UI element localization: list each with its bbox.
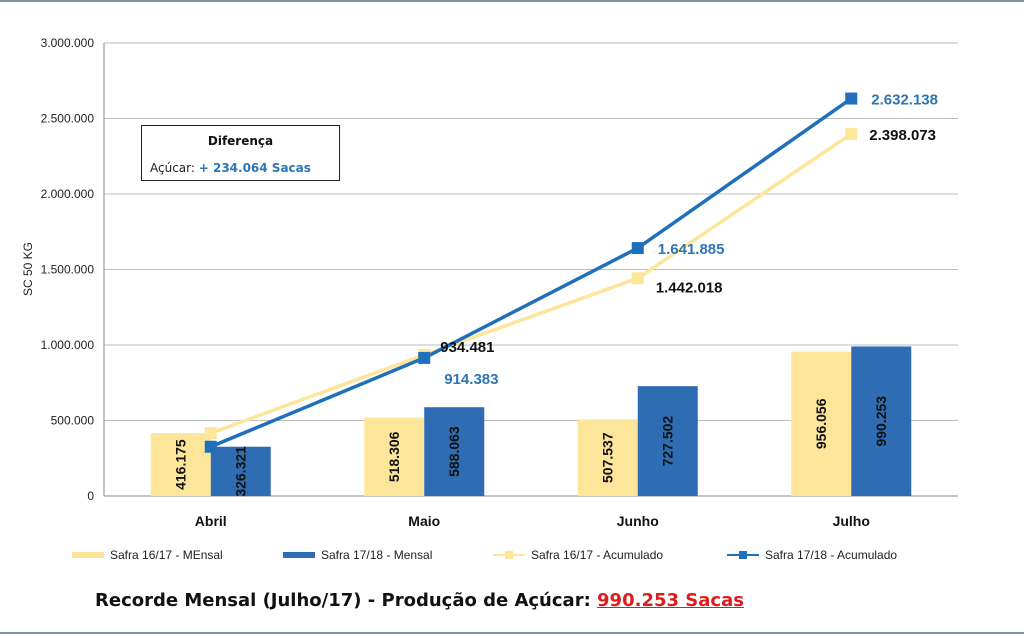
y-tick-label: 500.000 bbox=[51, 414, 95, 428]
legend-swatch bbox=[72, 552, 104, 558]
bar-data-label: 727.502 bbox=[660, 416, 676, 467]
y-tick-label: 1.000.000 bbox=[41, 338, 95, 352]
bar-data-label: 588.063 bbox=[446, 426, 462, 477]
legend-label: Safra 17/18 - Acumulado bbox=[765, 548, 898, 562]
point-marker bbox=[418, 351, 431, 364]
legend-label: Safra 16/17 - Acumulado bbox=[531, 548, 664, 562]
bar-data-label: 990.253 bbox=[873, 396, 889, 447]
y-axis-title: SC 50 KG bbox=[21, 242, 35, 296]
line-data-label: 1.641.885 bbox=[658, 241, 725, 258]
bar bbox=[210, 446, 271, 496]
bar bbox=[150, 433, 211, 496]
legend-item-safra-1617-mensal: Safra 16/17 - MEnsal bbox=[72, 548, 223, 562]
line-data-label: 914.383 bbox=[444, 371, 498, 388]
difference-line: Açúcar: + 234.064 Sacas bbox=[150, 161, 311, 175]
point-marker bbox=[631, 272, 644, 285]
point-marker bbox=[845, 127, 858, 140]
legend-swatch bbox=[283, 552, 315, 558]
legend-item-safra-1718-acumulado: Safra 17/18 - Acumulado bbox=[727, 548, 897, 562]
difference-title: Diferença bbox=[207, 134, 274, 148]
bottom-border bbox=[0, 632, 1024, 634]
bar bbox=[577, 419, 638, 496]
bar bbox=[424, 407, 485, 496]
line-data-label: 2.398.073 bbox=[869, 127, 936, 144]
bar-data-label: 507.537 bbox=[600, 432, 616, 483]
point-marker bbox=[845, 92, 858, 105]
bar bbox=[364, 417, 425, 496]
x-tick-label: Maio bbox=[408, 513, 440, 529]
point-marker bbox=[204, 427, 217, 440]
line-data-label: 2.632.138 bbox=[871, 92, 938, 109]
y-tick-label: 1.500.000 bbox=[41, 263, 95, 277]
bar-data-label: 956.056 bbox=[813, 398, 829, 449]
x-tick-label: Julho bbox=[833, 513, 870, 529]
x-tick-label: Abril bbox=[195, 513, 227, 529]
bar bbox=[851, 346, 912, 496]
y-tick-label: 0 bbox=[87, 489, 94, 503]
difference-box: Diferença Açúcar: + 234.064 Sacas bbox=[141, 125, 340, 181]
footer-value: 990.253 Sacas bbox=[597, 590, 744, 611]
line-data-label: 934.481 bbox=[440, 339, 494, 356]
bar bbox=[791, 351, 852, 496]
y-tick-label: 2.500.000 bbox=[41, 112, 95, 126]
series-line bbox=[210, 97, 853, 449]
legend-item-safra-1718-mensal: Safra 17/18 - Mensal bbox=[283, 548, 432, 562]
top-border bbox=[0, 0, 1024, 2]
line-data-label: 1.442.018 bbox=[656, 279, 723, 296]
legend-swatch bbox=[493, 550, 525, 560]
difference-label: Açúcar: bbox=[150, 161, 199, 175]
legend-label: Safra 17/18 - Mensal bbox=[321, 548, 433, 562]
footer-text: Recorde Mensal (Julho/17) - Produção de … bbox=[95, 590, 598, 611]
bar-data-label: 416.175 bbox=[173, 439, 189, 490]
legend-item-safra-1617-acumulado: Safra 16/17 - Acumulado bbox=[493, 548, 663, 562]
bar-data-label: 518.306 bbox=[386, 431, 402, 482]
bar-data-label: 326.321 bbox=[233, 446, 249, 497]
difference-value: + 234.064 Sacas bbox=[198, 161, 311, 175]
y-tick-label: 2.000.000 bbox=[41, 187, 95, 201]
y-tick-label: 3.000.000 bbox=[41, 36, 95, 50]
x-tick-label: Junho bbox=[617, 513, 659, 529]
footer-caption: Recorde Mensal (Julho/17) - Produção de … bbox=[95, 590, 744, 611]
bar bbox=[637, 386, 698, 496]
point-marker bbox=[631, 242, 644, 255]
legend-label: Safra 16/17 - MEnsal bbox=[110, 548, 223, 562]
legend-swatch bbox=[727, 550, 759, 560]
point-marker bbox=[204, 440, 217, 453]
series-line bbox=[210, 132, 853, 435]
